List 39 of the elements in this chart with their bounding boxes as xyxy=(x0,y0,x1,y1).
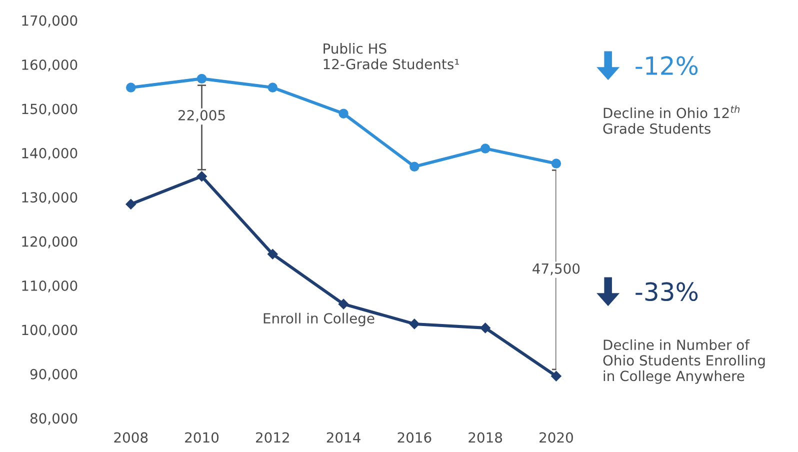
text: -12% xyxy=(636,56,698,76)
point xyxy=(480,144,490,154)
point xyxy=(410,162,420,172)
text: -33% xyxy=(636,282,698,302)
point xyxy=(196,74,207,84)
text: Decline in Ohio 12$^{th}$ Grade Students xyxy=(603,105,740,134)
y-tick-label: 120,000 xyxy=(22,236,78,248)
text: Decline in Number of Ohio Students Enrolling in College Anywhere xyxy=(603,339,765,384)
x-tick-label: 2016 xyxy=(398,432,432,443)
text: Public HS 12-Grade Students¹ xyxy=(324,43,459,70)
y-tick-label: 90,000 xyxy=(30,368,78,381)
point xyxy=(338,108,348,118)
point xyxy=(480,322,490,334)
x-tick-label: 2018 xyxy=(468,432,502,443)
point xyxy=(409,318,420,330)
x-tick-label: 2020 xyxy=(540,432,573,443)
series-label: Enroll in College xyxy=(264,312,374,326)
y-tick-label: 170,000 xyxy=(22,15,78,28)
y-tick-label: 80,000 xyxy=(30,413,78,425)
annotation: 47,500 xyxy=(532,263,580,276)
point xyxy=(196,171,207,182)
x-tick-label: 2008 xyxy=(114,432,148,443)
x-tick-label: 2012 xyxy=(256,432,289,443)
annotation: 22,005 xyxy=(178,110,225,122)
x-tick-label: 2014 xyxy=(326,432,360,443)
y-tick-label: 140,000 xyxy=(22,148,78,160)
point xyxy=(551,371,562,382)
point xyxy=(126,199,136,210)
point xyxy=(126,82,136,92)
y-tick-label: 130,000 xyxy=(22,192,78,204)
y-tick-label: 100,000 xyxy=(22,324,78,337)
point xyxy=(338,298,349,310)
x-tick-label: 2010 xyxy=(185,432,219,443)
point xyxy=(268,82,278,92)
y-tick-label: 150,000 xyxy=(22,104,78,116)
y-tick-label: 110,000 xyxy=(22,280,78,292)
y-tick-label: 160,000 xyxy=(22,60,78,72)
point xyxy=(551,158,562,168)
point xyxy=(268,249,278,260)
